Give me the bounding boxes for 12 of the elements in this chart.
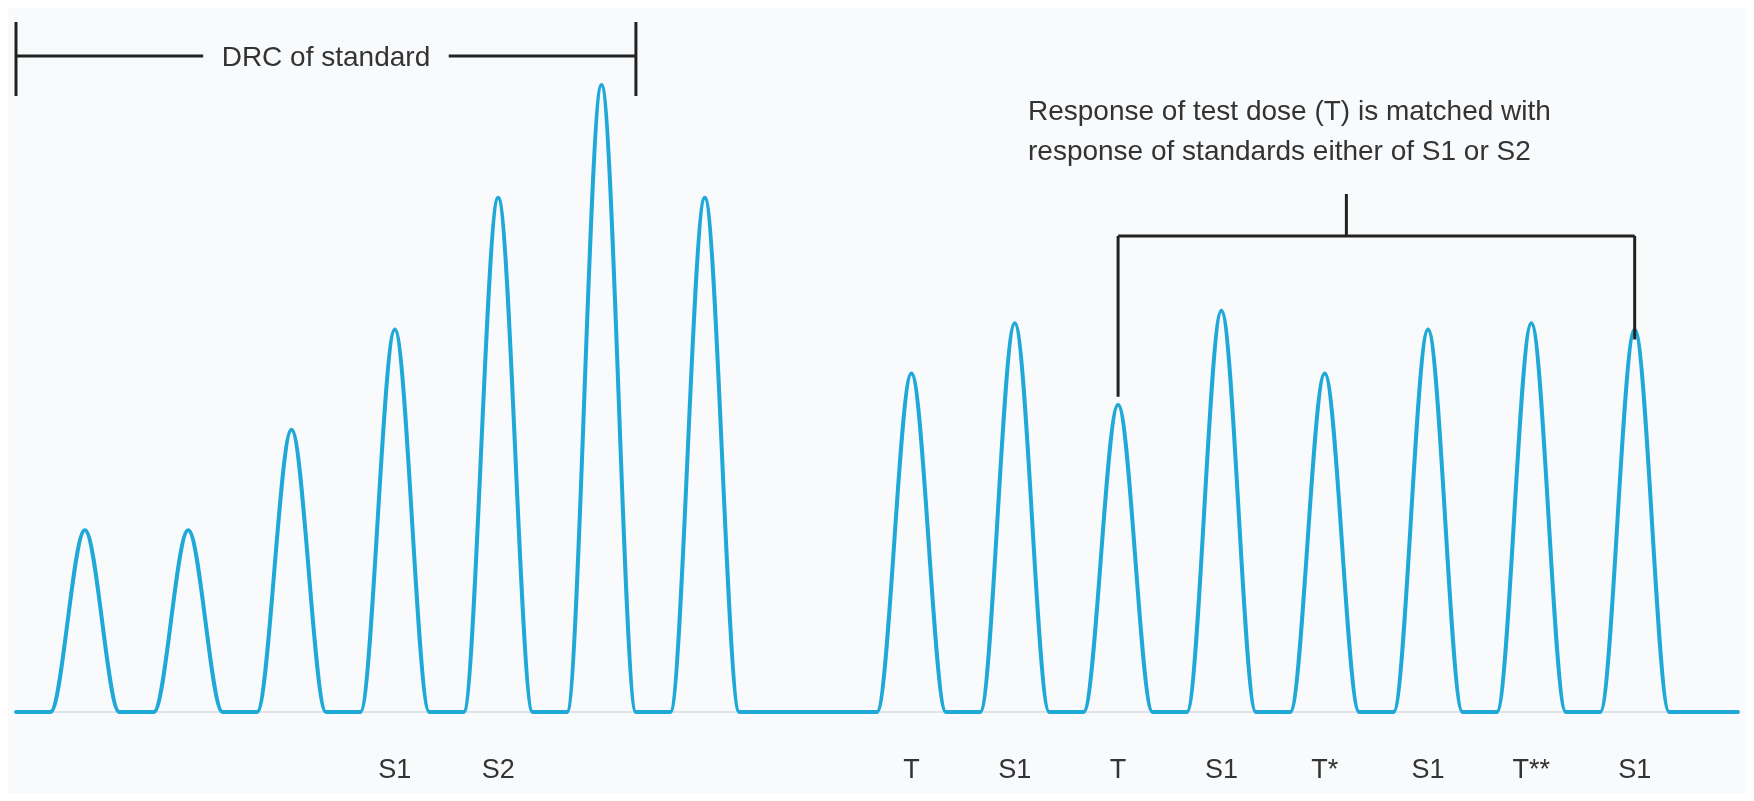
x-tick-label: S1 [1204,754,1238,784]
x-tick-label: T** [1512,754,1551,784]
annotation: Response of test dose (T) is matched with response of standards either of S1 or S2 [1028,95,1551,166]
x-tick-label: T* [1311,754,1339,784]
x-tick-label: S1 [1411,754,1445,784]
x-tick-label: S1 [998,754,1032,784]
x-tick-label: S2 [481,754,515,784]
x-tick-label: S1 [378,754,412,784]
x-tick-label: S1 [1618,754,1652,784]
text: DRC of standard [221,41,431,72]
x-tick-label: T [903,754,920,784]
x-tick-label: T [1109,754,1127,784]
